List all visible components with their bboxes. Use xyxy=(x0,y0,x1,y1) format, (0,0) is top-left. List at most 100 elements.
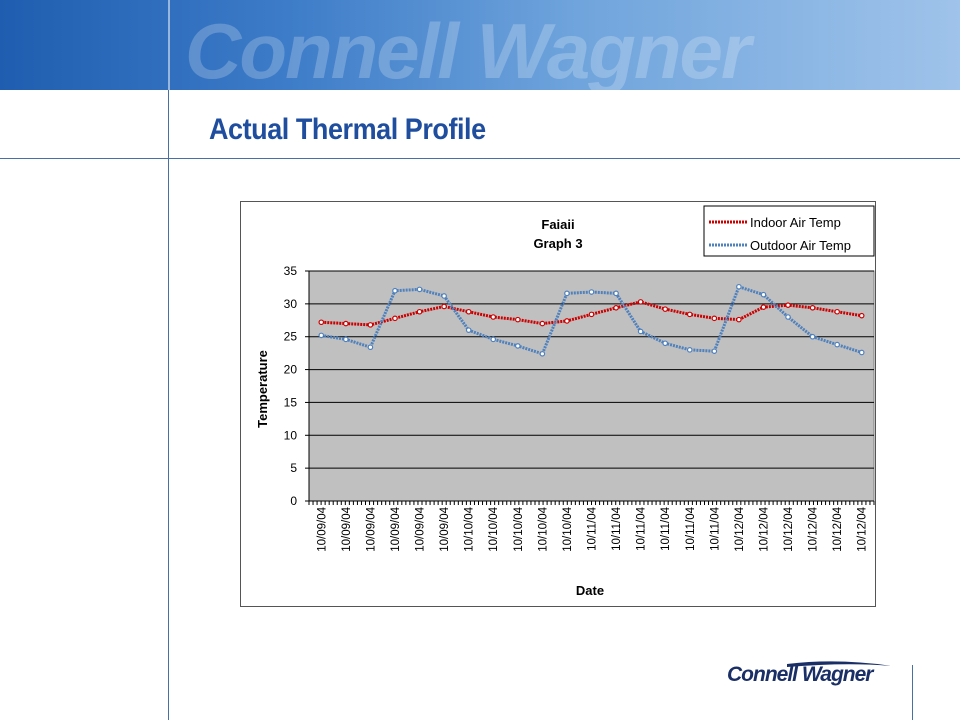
banner-wordmark: Connell Wagner xyxy=(185,7,751,90)
chart-title: Faiaii xyxy=(541,217,574,232)
data-point-1-3 xyxy=(392,287,398,294)
data-point-0-6 xyxy=(465,308,472,315)
data-point-0-11 xyxy=(588,311,595,318)
legend-label-outdoor: Outdoor Air Temp xyxy=(750,238,851,253)
x-tick-label-19: 10/12/04 xyxy=(783,506,795,551)
y-tick-label-2: 10 xyxy=(284,428,298,442)
y-tick-label-5: 25 xyxy=(284,330,298,344)
left-rule xyxy=(168,90,169,720)
data-point-0-18 xyxy=(760,304,767,310)
x-tick-label-3: 10/09/04 xyxy=(390,506,402,551)
data-point-1-15 xyxy=(686,347,693,353)
data-point-0-1 xyxy=(343,320,349,327)
data-point-0-5 xyxy=(441,303,447,310)
x-tick-label-14: 10/11/04 xyxy=(660,506,672,551)
series-line-1 xyxy=(321,285,863,356)
y-tick-label-0: 0 xyxy=(290,494,297,508)
x-tick-label-9: 10/10/04 xyxy=(537,506,549,551)
data-point-1-21 xyxy=(834,341,840,348)
y-tick-label-6: 30 xyxy=(284,297,298,311)
data-point-0-4 xyxy=(416,308,423,315)
data-point-1-8 xyxy=(515,343,521,349)
legend-box xyxy=(703,205,875,257)
x-tick-label-17: 10/12/04 xyxy=(734,506,746,551)
data-point-0-0 xyxy=(318,319,325,326)
banner-divider xyxy=(168,0,170,90)
data-point-1-10 xyxy=(564,290,570,297)
footer-rule xyxy=(912,665,913,720)
data-point-0-22 xyxy=(858,312,865,319)
slide-title: Actual Thermal Profile xyxy=(209,113,486,146)
x-tick-label-2: 10/09/04 xyxy=(365,506,377,551)
data-point-1-13 xyxy=(637,328,644,335)
data-point-1-1 xyxy=(343,336,349,343)
x-tick-label-8: 10/10/04 xyxy=(513,506,525,551)
y-tick-label-3: 15 xyxy=(284,395,298,409)
gridlines xyxy=(309,270,874,469)
x-tick-label-20: 10/12/04 xyxy=(808,506,820,551)
x-axis-label: Date xyxy=(576,583,604,598)
x-tick-label-4: 10/09/04 xyxy=(415,506,427,551)
x-tick-label-10: 10/10/04 xyxy=(562,506,574,551)
logo-text: Connell Wagner xyxy=(727,663,873,686)
data-point-0-14 xyxy=(662,306,668,312)
x-tick-label-15: 10/11/04 xyxy=(685,506,697,551)
x-tick-label-13: 10/11/04 xyxy=(636,506,648,551)
data-point-1-9 xyxy=(539,351,546,357)
data-point-0-21 xyxy=(834,308,840,315)
x-tick-label-21: 10/12/04 xyxy=(832,506,844,551)
data-point-1-7 xyxy=(490,336,497,343)
series-layer xyxy=(318,283,865,357)
y-tick-label-1: 5 xyxy=(290,461,297,475)
data-point-0-7 xyxy=(490,314,497,320)
x-tick-label-12: 10/11/04 xyxy=(611,506,623,551)
data-point-0-2 xyxy=(367,322,374,328)
y-axis-label: Temperature xyxy=(255,350,270,428)
data-point-1-2 xyxy=(367,344,374,351)
data-point-0-8 xyxy=(515,316,521,323)
data-point-0-15 xyxy=(686,311,693,318)
title-rule xyxy=(0,158,960,159)
x-tick-label-1: 10/09/04 xyxy=(341,506,353,551)
x-tick-label-11: 10/11/04 xyxy=(587,506,599,551)
data-point-0-16 xyxy=(711,315,718,322)
data-point-0-3 xyxy=(392,315,398,322)
data-point-0-13 xyxy=(637,299,644,305)
data-point-1-14 xyxy=(662,340,668,347)
header-banner: Connell Wagner xyxy=(0,0,960,90)
data-point-0-9 xyxy=(539,320,546,327)
x-tick-label-5: 10/09/04 xyxy=(439,506,451,551)
x-axis-ticks: 10/09/04 10/09/04 10/09/04 10/09/04 10/09/04… xyxy=(308,501,875,552)
logo-swoosh-icon xyxy=(787,661,892,667)
x-tick-label-18: 10/12/04 xyxy=(758,506,770,551)
data-point-1-22 xyxy=(858,349,865,356)
x-tick-label-16: 10/11/04 xyxy=(709,506,721,551)
x-tick-label-6: 10/10/04 xyxy=(464,506,476,551)
data-point-0-19 xyxy=(785,302,791,308)
data-point-1-16 xyxy=(711,348,718,354)
x-tick-label-0: 10/09/04 xyxy=(316,506,328,551)
legend: Indoor Air Temp Outdoor Air Temp xyxy=(703,205,875,257)
y-tick-label-4: 20 xyxy=(284,363,298,377)
data-point-1-19 xyxy=(785,314,791,320)
data-point-0-17 xyxy=(736,316,742,323)
data-point-1-18 xyxy=(760,291,767,298)
data-point-1-17 xyxy=(736,283,742,290)
data-point-0-12 xyxy=(613,305,619,311)
y-tick-label-7: 35 xyxy=(284,264,298,278)
plot-area xyxy=(308,270,875,502)
data-point-1-20 xyxy=(809,333,816,340)
x-tick-label-7: 10/10/04 xyxy=(488,506,500,551)
chart-subtitle: Graph 3 xyxy=(533,236,582,251)
series-line-0 xyxy=(321,300,862,327)
data-point-0-20 xyxy=(809,305,816,311)
data-point-1-0 xyxy=(318,332,325,339)
x-tick-label-22: 10/12/04 xyxy=(857,506,869,551)
y-axis-ticks: 0 5 10 15 20 25 30 35 xyxy=(284,264,309,508)
data-point-1-5 xyxy=(441,293,447,299)
legend-label-indoor: Indoor Air Temp xyxy=(750,215,841,230)
data-point-0-10 xyxy=(564,318,570,324)
data-point-1-6 xyxy=(465,327,472,333)
data-point-1-12 xyxy=(613,290,619,297)
